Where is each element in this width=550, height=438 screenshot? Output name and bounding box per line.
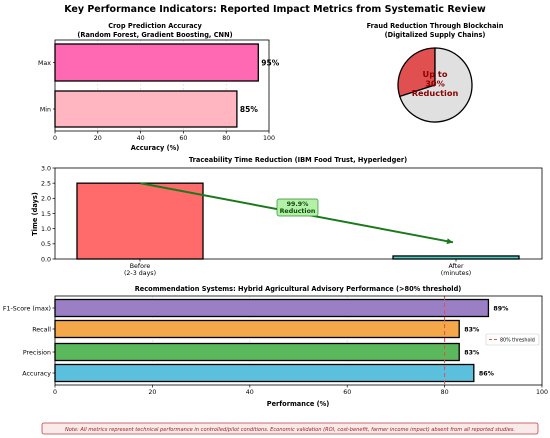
- legend-box: [485, 333, 540, 346]
- recommendation-bar: [54, 342, 460, 362]
- reduction-arrowhead: [446, 238, 453, 245]
- crop-x-tick-label: 100: [263, 135, 275, 142]
- recommendation-category-label: Recall: [32, 326, 51, 333]
- recommendation-category-label: Precision: [23, 349, 51, 356]
- recommendation-bar: [54, 363, 475, 383]
- traceability-bar: [392, 255, 520, 260]
- crop-category-label: Min: [40, 107, 51, 114]
- traceability-y-tick-label: 2.5: [41, 180, 51, 187]
- traceability-y-tick-label: 0.5: [41, 241, 51, 248]
- pie-center-label: Up to 30% Reduction: [412, 69, 459, 98]
- fraud-title: Fraud Reduction Through Blockchain: [367, 22, 504, 30]
- note-box: [41, 422, 539, 435]
- crop-x-tick-label: 20: [94, 135, 102, 142]
- recommendation-value-label: 89%: [493, 306, 509, 313]
- recommendation-value-label: 86%: [479, 371, 495, 378]
- recommendation-title: Recommendation Systems: Hybrid Agricultu…: [135, 285, 462, 293]
- crop-accuracy-xlabel: Accuracy (%): [131, 144, 179, 152]
- crop-x-tick-label: 80: [222, 135, 230, 142]
- reduction-annotation-label: 99.9% Reduction: [280, 201, 316, 215]
- traceability-y-tick-label: 1.0: [41, 226, 51, 233]
- fraud-subtitle: (Digitalized Supply Chains): [385, 31, 486, 39]
- crop-category-label: Max: [38, 60, 51, 67]
- recommendation-category-label: Accuracy: [22, 370, 51, 377]
- recommendation-panel: Recommendation Systems: Hybrid Agricultu…: [3, 285, 548, 408]
- crop-value-label: 95%: [261, 59, 279, 68]
- traceability-title: Traceability Time Reduction (IBM Food Tr…: [189, 156, 407, 164]
- traceability-category-label: After (minutes): [441, 263, 471, 277]
- recommendation-x-tick-label: 60: [343, 389, 351, 396]
- crop-x-tick-label: 0: [53, 135, 57, 142]
- recommendation-x-tick-label: 0: [53, 389, 57, 396]
- fraud-reduction-panel: Fraud Reduction Through Blockchain (Digi…: [367, 22, 504, 123]
- recommendation-x-tick-label: 40: [246, 389, 254, 396]
- crop-accuracy-title: Crop Prediction Accuracy: [108, 22, 202, 30]
- traceability-y-tick-label: 1.5: [41, 211, 51, 218]
- recommendation-x-tick-label: 20: [148, 389, 156, 396]
- crop-x-tick-label: 40: [137, 135, 145, 142]
- crop-bar: [54, 90, 238, 128]
- page-title: Key Performance Indicators: Reported Imp…: [64, 4, 486, 15]
- recommendation-bar: [54, 319, 460, 339]
- crop-accuracy-panel: Crop Prediction Accuracy (Random Forest,…: [38, 22, 280, 152]
- pie-slice: [397, 47, 436, 98]
- crop-x-tick-label: 60: [179, 135, 187, 142]
- note-text: Note: All metrics represent technical pe…: [65, 427, 515, 433]
- pie-slice: [398, 47, 473, 123]
- traceability-panel: Traceability Time Reduction (IBM Food Tr…: [31, 156, 543, 277]
- crop-axes-frame: [54, 39, 270, 132]
- recommendation-category-label: F1-Score (max): [3, 305, 51, 312]
- traceability-y-tick-label: 0.0: [41, 256, 51, 263]
- crop-bar: [54, 43, 259, 82]
- legend-threshold-label: 80% threshold: [500, 338, 535, 344]
- traceability-category-label: Before (2-3 days): [124, 263, 156, 277]
- traceability-bar: [76, 182, 204, 260]
- recommendation-value-label: 83%: [464, 350, 480, 357]
- recommendation-value-label: 83%: [464, 327, 480, 334]
- crop-accuracy-subtitle: (Random Forest, Gradient Boosting, CNN): [77, 31, 232, 39]
- recommendation-x-tick-label: 100: [536, 389, 548, 396]
- recommendation-x-tick-label: 80: [441, 389, 449, 396]
- traceability-y-tick-label: 2.0: [41, 196, 51, 203]
- recommendation-axes-frame: [54, 295, 543, 386]
- traceability-ylabel: Time (days): [31, 192, 39, 236]
- crop-value-label: 85%: [240, 105, 258, 114]
- reduction-annotation-box: [276, 198, 319, 217]
- traceability-y-tick-label: 3.0: [41, 165, 51, 172]
- recommendation-bar: [54, 298, 490, 318]
- recommendation-xlabel: Performance (%): [267, 400, 330, 408]
